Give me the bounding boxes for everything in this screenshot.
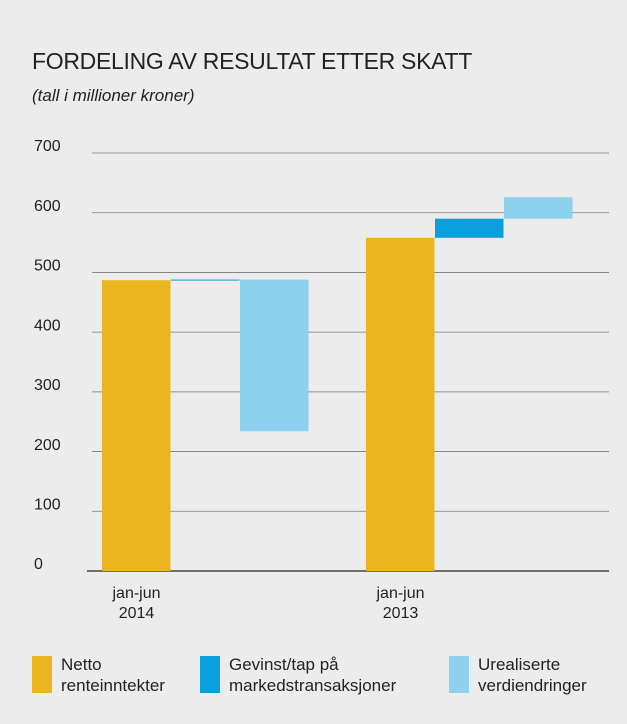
x-tick-label: jan-jun 2013 [376, 585, 425, 622]
bar [240, 279, 309, 432]
chart-subtitle: (tall i millioner kroner) [32, 86, 195, 105]
legend-swatch [200, 656, 220, 693]
bar [435, 218, 504, 238]
legend-item: Netto renteinntekter [32, 654, 201, 696]
legend-label: Netto renteinntekter [61, 655, 165, 695]
chart-title: FORDELING AV RESULTAT ETTER SKATT [32, 48, 472, 74]
bar [504, 197, 573, 219]
legend-label: Gevinst/tap på markedstransaksjoner [229, 655, 397, 695]
legend-item: Urealiserte verdiendringer [449, 654, 618, 696]
y-tick-label: 0 [34, 556, 43, 573]
y-tick-label: 300 [34, 377, 61, 394]
legend-swatch [32, 656, 52, 693]
bar [366, 237, 435, 571]
y-tick-label: 100 [34, 497, 61, 514]
x-tick-label: jan-jun 2014 [112, 585, 161, 622]
legend-item: Gevinst/tap på markedstransaksjoner [200, 654, 404, 696]
y-tick-label: 500 [34, 258, 61, 275]
bar [171, 279, 240, 281]
y-tick-label: 200 [34, 437, 61, 454]
y-tick-label: 700 [34, 138, 61, 155]
y-tick-label: 600 [34, 198, 61, 215]
y-tick-label: 400 [34, 317, 61, 334]
bar [102, 280, 171, 571]
legend-label: Urealiserte verdiendringer [478, 655, 587, 695]
legend-swatch [449, 656, 469, 693]
